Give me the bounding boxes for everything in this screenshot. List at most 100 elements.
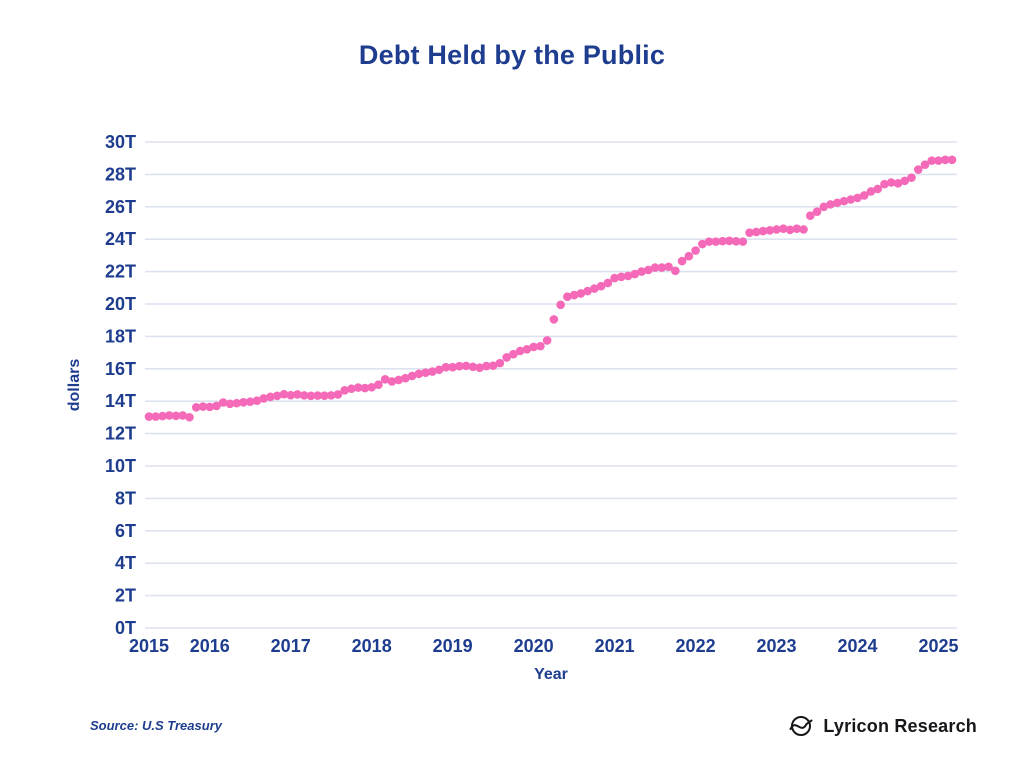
y-tick-label: 30T: [105, 132, 136, 152]
data-point: [279, 389, 289, 399]
x-tick-label: 2018: [352, 636, 392, 656]
y-tick-label: 2T: [115, 586, 136, 606]
data-point: [272, 391, 282, 401]
y-tick-label: 6T: [115, 521, 136, 541]
data-point: [664, 262, 673, 272]
data-point: [745, 228, 754, 238]
data-point: [266, 392, 275, 402]
x-tick-label: 2023: [757, 636, 797, 656]
data-point: [286, 390, 296, 400]
data-point: [657, 263, 667, 272]
x-tick-label: 2025: [918, 636, 958, 656]
data-point: [671, 266, 680, 276]
data-point: [650, 263, 660, 272]
data-point: [144, 412, 154, 421]
data-point: [630, 269, 640, 279]
data-point: [846, 195, 856, 204]
data-point: [205, 402, 215, 412]
data-point: [151, 412, 161, 421]
data-point: [536, 341, 545, 351]
data-point: [637, 267, 646, 276]
data-point: [360, 383, 370, 393]
data-point: [529, 342, 538, 352]
data-point: [239, 398, 248, 407]
data-point: [947, 155, 957, 165]
data-point: [340, 386, 349, 395]
data-point: [198, 402, 208, 411]
data-point: [475, 363, 484, 372]
data-point: [171, 411, 181, 421]
y-tick-label: 10T: [105, 456, 136, 476]
data-point: [839, 196, 849, 206]
data-point: [758, 226, 768, 236]
data-point: [502, 353, 511, 362]
data-point: [245, 397, 255, 406]
data-point: [347, 384, 356, 394]
data-point: [886, 178, 896, 187]
data-point: [785, 225, 795, 235]
data-point: [940, 155, 950, 165]
data-point: [698, 239, 707, 249]
data-point: [401, 373, 410, 383]
data-point: [495, 358, 505, 368]
data-point: [333, 390, 343, 399]
data-point: [252, 396, 262, 406]
data-point: [927, 156, 937, 165]
data-point: [644, 265, 653, 275]
data-point: [482, 361, 491, 371]
data-point: [509, 349, 518, 359]
data-point: [293, 390, 302, 399]
x-tick-label: 2024: [838, 636, 878, 656]
data-point: [772, 225, 781, 234]
data-point: [583, 286, 592, 296]
data-point: [185, 412, 194, 422]
data-point: [859, 191, 869, 200]
data-point: [779, 224, 788, 233]
data-point: [374, 380, 383, 389]
data-point: [549, 315, 559, 324]
data-point: [873, 184, 883, 194]
y-tick-label: 18T: [105, 326, 136, 346]
y-tick-label: 12T: [105, 424, 136, 444]
data-point: [819, 202, 829, 212]
data-point: [691, 246, 700, 255]
chart-title: Debt Held by the Public: [358, 40, 666, 70]
data-point: [313, 391, 323, 400]
data-point: [832, 198, 842, 208]
data-point: [434, 365, 444, 375]
y-tick-label: 16T: [105, 359, 136, 379]
data-point: [522, 345, 532, 354]
data-point: [306, 391, 316, 401]
data-point: [907, 173, 916, 182]
y-tick-label: 28T: [105, 164, 136, 184]
y-tick-label: 26T: [105, 197, 136, 217]
data-point: [920, 160, 930, 169]
data-point: [812, 207, 822, 216]
data-point: [853, 193, 862, 203]
data-point: [191, 403, 201, 412]
data-point: [725, 236, 734, 246]
x-tick-label: 2019: [433, 636, 473, 656]
data-point: [259, 394, 269, 403]
y-tick-label: 14T: [105, 391, 136, 411]
data-point: [455, 361, 464, 371]
brand-name: Lyricon Research: [823, 715, 977, 736]
data-point: [792, 224, 802, 233]
data-point: [880, 179, 889, 189]
data-point: [704, 237, 714, 246]
data-point: [610, 273, 619, 283]
y-tick-label: 4T: [115, 553, 136, 573]
data-point: [515, 346, 525, 356]
data-point: [225, 399, 235, 409]
x-tick-label: 2015: [129, 636, 169, 656]
data-point: [900, 176, 910, 186]
data-point: [596, 281, 606, 291]
data-point: [684, 251, 694, 261]
data-point: [866, 187, 876, 196]
data-point: [320, 391, 329, 400]
data-point: [799, 225, 808, 234]
data-point: [563, 292, 572, 302]
data-point: [212, 401, 221, 411]
